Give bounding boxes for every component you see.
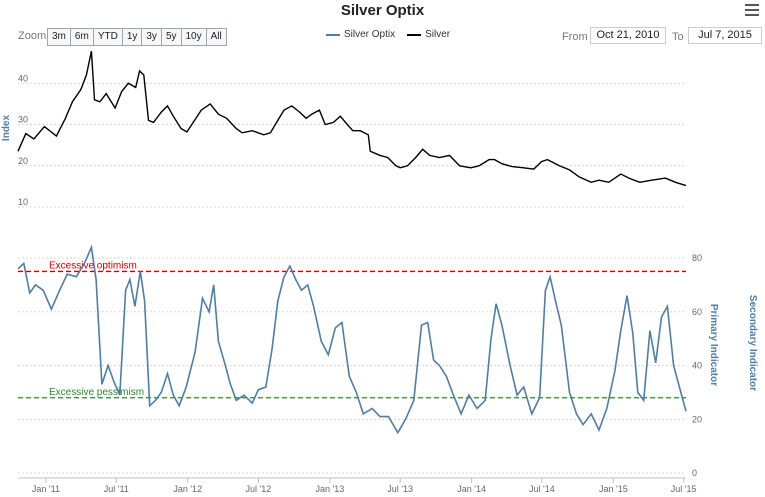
x-axis: Jan '11 Jul '11 Jan '12 Jul '12 Jan '13 Jul '… (18, 477, 697, 494)
from-label: From (562, 31, 588, 43)
band-label-1: Excessive pessimism (49, 387, 144, 398)
x-tick-label-0: Jan '11 (32, 484, 60, 494)
legend-label-silver-optix: Silver Optix (344, 29, 396, 40)
silver-panel: 10 20 30 40 Index (1, 50, 687, 208)
bottom-y-tick-label-4: 80 (692, 253, 702, 263)
x-tick-label-4: Jan '13 (315, 484, 344, 494)
silver-series-line (17, 50, 687, 187)
top-y-tick-label-2: 30 (18, 115, 28, 125)
x-tick-label-2: Jan '12 (173, 484, 202, 494)
top-y-tick-label-0: 10 (18, 197, 28, 207)
legend-item-silver-optix[interactable]: Silver Optix (326, 29, 395, 40)
top-y-tick-label-1: 20 (18, 156, 28, 166)
top-y-tick-label-3: 40 (18, 73, 28, 83)
to-date-input[interactable]: Jul 7, 2015 (688, 27, 762, 44)
top-y-axis-title: Index (1, 115, 12, 142)
zoom-label: Zoom (18, 30, 47, 42)
x-tick-label-5: Jul '13 (387, 484, 413, 494)
bottom-y-tick-label-0: 0 (692, 468, 697, 478)
zoom-1y-button[interactable]: 1y (123, 29, 143, 45)
silver-optix-panel: 0 20 40 60 80 Excessive optimism Excessive pes… (17, 244, 758, 478)
zoom-button-group: 3m 6m YTD 1y 3y 5y 10y All (47, 28, 227, 46)
to-label: To (672, 31, 684, 43)
x-tick-label-6: Jan '14 (457, 484, 486, 494)
zoom-ytd-button[interactable]: YTD (94, 29, 123, 45)
band-label-0: Excessive optimism (49, 260, 137, 271)
zoom-3y-button[interactable]: 3y (142, 29, 162, 45)
bottom-y-tick-label-2: 40 (692, 361, 702, 371)
legend-swatch-silver (407, 33, 422, 36)
zoom-all-button[interactable]: All (210, 31, 222, 42)
x-tick-label-9: Jul '15 (671, 484, 697, 494)
legend-item-silver[interactable]: Silver (407, 29, 450, 40)
bottom-y-tick-label-3: 60 (692, 307, 702, 317)
zoom-6m-button[interactable]: 6m (71, 29, 94, 45)
silver-optix-series-line (17, 244, 687, 435)
chart-title: Silver Optix (340, 2, 425, 19)
x-tick-label-8: Jan '15 (599, 484, 628, 494)
primary-indicator-axis-title: Primary Indicator (708, 304, 719, 386)
secondary-indicator-axis-title: Secondary Indicator (747, 295, 758, 391)
legend: Silver Optix Silver (326, 29, 450, 40)
x-tick-label-3: Jul '12 (246, 484, 272, 494)
x-tick-label-7: Jul '14 (529, 484, 555, 494)
legend-label-silver: Silver (425, 29, 451, 40)
zoom-5y-button[interactable]: 5y (162, 29, 182, 45)
legend-swatch-silver-optix (326, 33, 340, 36)
bottom-y-tick-label-1: 20 (692, 414, 702, 424)
x-tick-label-1: Jul '11 (104, 484, 129, 494)
zoom-3m-button[interactable]: 3m (48, 29, 71, 45)
zoom-10y-button[interactable]: 10y (182, 29, 207, 45)
from-date-input[interactable]: Oct 21, 2010 (590, 27, 666, 44)
hamburger-menu-icon[interactable] (745, 4, 759, 16)
